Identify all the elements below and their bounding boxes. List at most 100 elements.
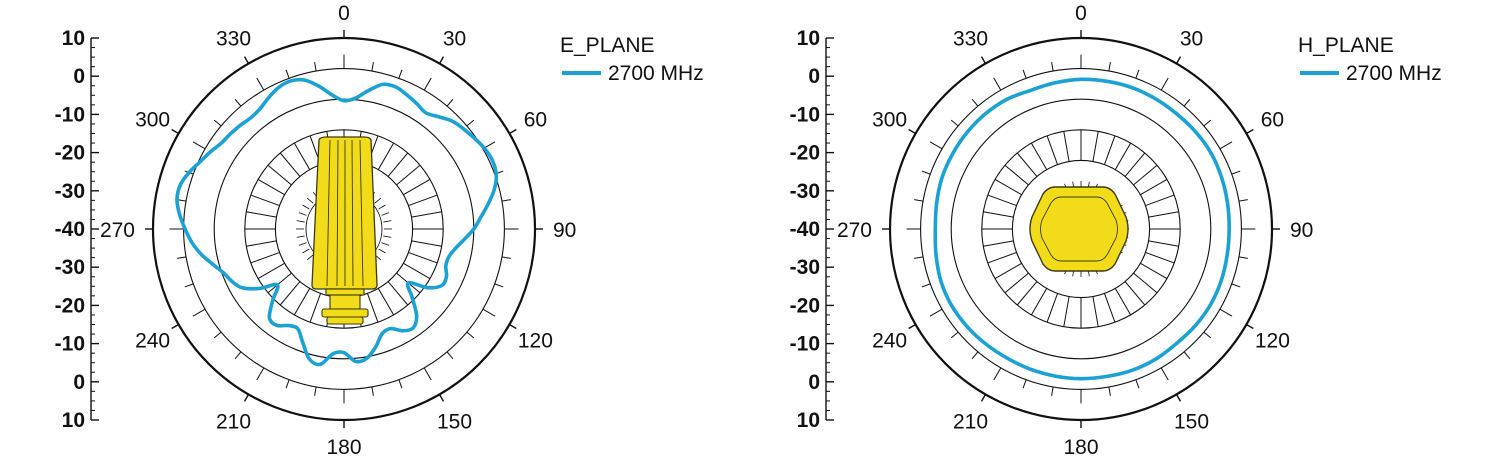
h-plane-grid-spoke (983, 211, 1014, 218)
h-plane-grid-outer-tick (1238, 256, 1248, 259)
h-plane-angle-label: 210 (953, 410, 988, 433)
e-plane-angle-tick (243, 394, 250, 402)
e-plane-scale-label: -10 (55, 103, 85, 126)
e-plane-legend-series-name: 2700 MHz (608, 62, 704, 85)
e-plane-angle-label: 300 (135, 109, 170, 132)
h-plane-grid-spoke (1124, 281, 1146, 306)
e-plane-scale-label: 10 (62, 27, 85, 50)
h-plane-angle-label: 60 (1261, 109, 1284, 132)
e-plane-grid-outer-tick (423, 77, 432, 91)
h-plane-grid-spoke (1145, 251, 1175, 264)
e-plane-grid-spoke (411, 211, 442, 218)
h-plane-legend-series-name: 2700 MHz (1346, 62, 1442, 85)
e-plane-grid-spoke (377, 288, 395, 316)
e-plane-grid-spoke (366, 293, 379, 323)
e-plane-scale-label: -20 (55, 294, 85, 317)
e-plane-angle-labels: 0 30 60 90 120 150 180 210 240 270 300 330 (100, 2, 576, 459)
h-plane-grid-outer-tick (950, 331, 959, 339)
h-plane-grid-spoke (983, 240, 1014, 247)
h-plane-angle-tick (1246, 323, 1254, 330)
h-plane-angle-tick (980, 56, 987, 64)
h-plane-angle-tick (1246, 128, 1254, 135)
antenna-top-view-icon (1029, 186, 1129, 272)
h-plane-legend-title: H_PLANE (1298, 34, 1394, 57)
e-plane-angle-label: 210 (216, 410, 251, 433)
h-plane-grid-spoke (1148, 240, 1179, 247)
h-plane-polar-grid (882, 30, 1280, 428)
h-plane-angle-tick (1175, 394, 1182, 402)
h-plane-grid-outer-tick (1108, 62, 1111, 72)
e-plane-grid-outer-tick (423, 367, 432, 381)
e-plane-angle-label: 30 (443, 28, 466, 51)
e-plane-grid-outer-tick (256, 367, 265, 381)
h-plane-grid-outer-tick (971, 351, 979, 360)
e-plane-angle-label: 90 (553, 219, 576, 242)
e-plane-grid-outer-tick (501, 199, 511, 202)
h-plane-grid-spoke (1004, 272, 1029, 294)
e-plane-grid-inner-tick (298, 212, 307, 216)
h-plane-grid-spoke (1140, 178, 1168, 196)
h-plane-grid-spoke (1140, 262, 1168, 280)
e-plane-angle-label: 330 (216, 28, 251, 51)
h-plane-grid-outer-tick (1203, 331, 1212, 339)
h-plane-grid-spoke (1004, 164, 1029, 186)
e-plane-angle-tick (171, 323, 179, 330)
h-plane-grid-spoke (1145, 194, 1175, 207)
e-plane-grid-spoke (411, 240, 442, 247)
e-plane-grid-spoke (293, 288, 311, 316)
h-plane-grid-outer-tick (914, 199, 924, 202)
h-plane-angle-label: 0 (1075, 2, 1087, 25)
h-plane-grid-outer-tick (1183, 351, 1191, 360)
e-plane-scale-label: 0 (73, 65, 85, 88)
e-plane-angle-label: 150 (437, 410, 472, 433)
e-plane-grid-spoke (403, 262, 431, 280)
antenna-connector-thread (321, 308, 369, 318)
e-plane-grid-inner-tick (383, 235, 392, 238)
h-plane-scale-label: 0 (808, 371, 820, 394)
e-plane-angle-label: 180 (326, 436, 361, 459)
h-plane-grid-spoke (987, 194, 1017, 207)
e-plane-grid-outer-tick (501, 256, 511, 259)
e-plane-radial-scale-axis: 10 0 -10 -20 -30 -40 -30 -20 -10 0 10 (55, 27, 99, 432)
h-plane-scale-label: -10 (790, 333, 820, 356)
h-plane-grid-outer-tick (929, 141, 943, 150)
h-plane-grid-spoke (1092, 131, 1099, 162)
e-plane-scale-label: 0 (73, 371, 85, 394)
e-plane-grid-outer-tick (177, 256, 187, 259)
e-plane-scale-label: -40 (55, 218, 85, 241)
e-plane-grid-inner-tick (298, 242, 307, 246)
h-plane-angle-label: 270 (837, 219, 872, 242)
e-plane-grid-outer-tick (213, 331, 222, 339)
e-plane-grid-outer-tick (466, 119, 475, 127)
antenna-connector-nut (329, 294, 361, 310)
h-plane-angle-tick (908, 128, 916, 135)
e-plane-scale-label: -10 (55, 333, 85, 356)
e-plane-grid-spoke (408, 251, 438, 264)
h-plane-grid-spoke (1030, 142, 1048, 170)
e-plane-grid-spoke (387, 152, 409, 177)
e-plane-grid-spoke (257, 262, 285, 280)
e-plane-grid-inner-tick (381, 212, 390, 216)
h-plane-grid-outer-tick (1108, 386, 1111, 396)
h-plane-angle-tick (980, 394, 987, 402)
h-plane-grid-spoke (1063, 296, 1070, 327)
h-plane-angle-label: 240 (872, 330, 907, 353)
e-plane-grid-outer-tick (398, 69, 403, 79)
h-plane-angle-labels: 0 30 60 90 120 150 180 210 240 270 300 330 (837, 2, 1313, 459)
h-plane-grid-outer-tick (1183, 98, 1191, 107)
h-plane-grid-spoke (994, 262, 1022, 280)
e-plane-grid-spoke (267, 272, 292, 294)
h-plane-grid-outer-tick (1022, 379, 1027, 389)
e-plane-grid-spoke (246, 240, 277, 247)
h-plane-trace-layer (933, 77, 1231, 381)
e-plane-grid-outer-tick (314, 62, 317, 72)
h-plane-angle-tick (908, 323, 916, 330)
e-plane-legend-title: E_PLANE (560, 34, 655, 57)
e-plane-grid-spoke (396, 164, 421, 186)
e-plane-grid-outer-tick (398, 379, 403, 389)
e-plane-grid-spoke (293, 142, 311, 170)
e-plane-grid-outer-tick (371, 62, 374, 72)
h-plane-grid-spoke (1148, 211, 1179, 218)
h-plane-grid-outer-tick (1203, 119, 1212, 127)
h-plane-grid-spoke (1030, 288, 1048, 316)
